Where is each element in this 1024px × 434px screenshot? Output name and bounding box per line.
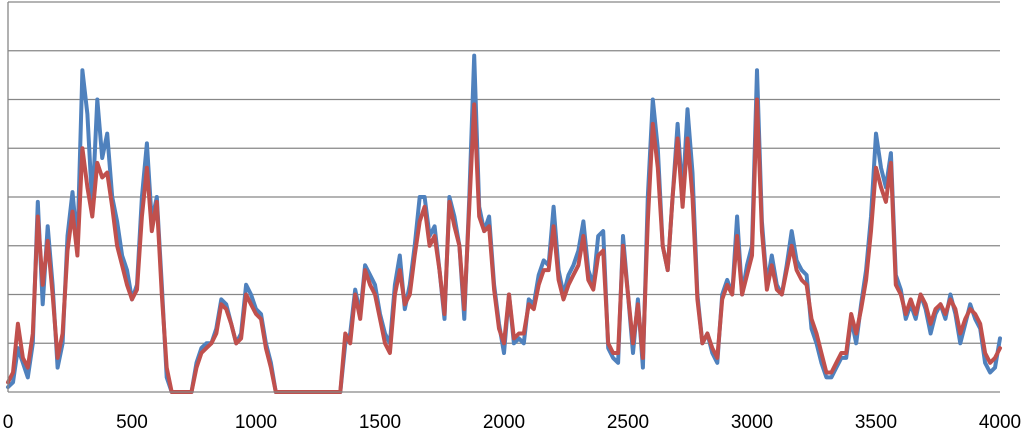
x-tick-label-0: 0 — [3, 412, 14, 433]
series-2-line — [6, 97, 1002, 394]
x-axis-tick-labels: 0 500 1000 1500 2000 2500 3000 3500 4000 — [3, 412, 1021, 433]
x-tick-label-3000: 3000 — [731, 412, 773, 433]
x-tick-label-3500: 3500 — [855, 412, 897, 433]
gridlines — [8, 1, 1000, 344]
x-tick-label-2000: 2000 — [483, 412, 525, 433]
plot-area — [6, 53, 1002, 394]
x-tick-label-1000: 1000 — [235, 412, 277, 433]
x-tick-label-2500: 2500 — [607, 412, 649, 433]
x-tick-label-500: 500 — [116, 412, 148, 433]
x-tick-label-4000: 4000 — [979, 412, 1021, 433]
x-tick-label-1500: 1500 — [359, 412, 401, 433]
